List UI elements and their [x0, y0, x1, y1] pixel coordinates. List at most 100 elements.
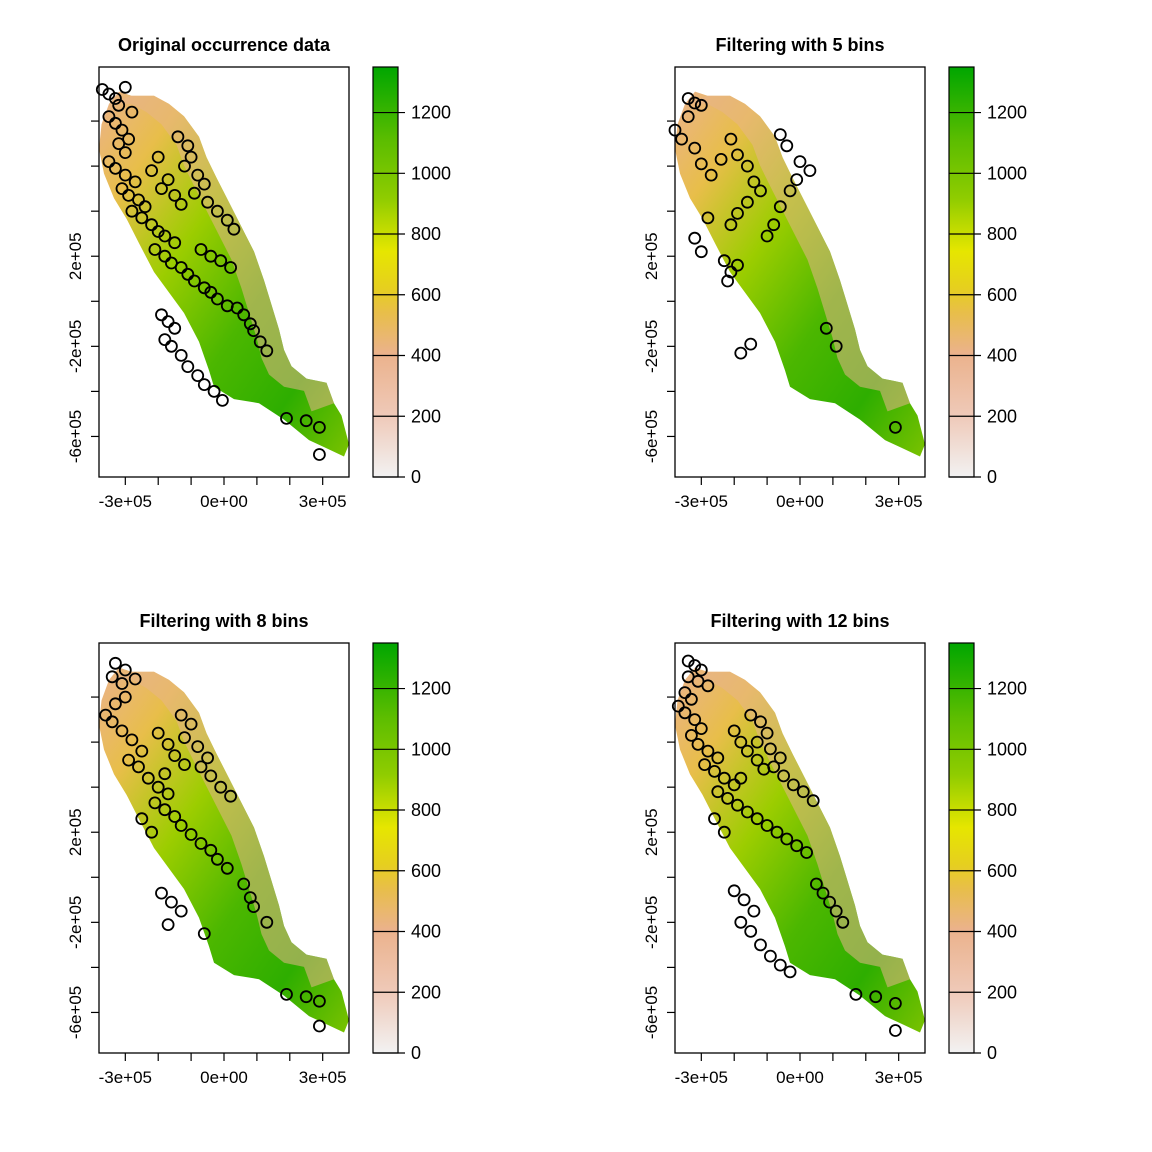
occurrence-point	[694, 245, 708, 259]
occurrence-point	[181, 360, 195, 374]
legend-tick-label: 200	[411, 982, 441, 1002]
legend-tick-label: 200	[411, 406, 441, 426]
occurrence-point	[227, 222, 241, 236]
occurrence-point	[125, 105, 139, 119]
occurrence-point	[688, 96, 702, 110]
occurrence-point	[253, 335, 267, 349]
occurrence-point	[115, 182, 129, 196]
x-tick-label: -3e+05	[675, 1068, 728, 1087]
occurrence-point	[215, 393, 229, 407]
occurrence-point	[201, 195, 215, 209]
occurrence-point	[708, 812, 721, 826]
x-tick-label: 3e+05	[875, 492, 923, 511]
occurrence-point	[168, 321, 182, 335]
occurrence-point	[230, 301, 244, 315]
legend-tick-label: 400	[411, 346, 441, 366]
legend-tick-label: 800	[411, 224, 441, 244]
x-tick-label: 0e+00	[200, 1068, 248, 1087]
occurrence-point	[747, 175, 761, 189]
occurrence-point	[168, 236, 182, 250]
occurrence-point	[724, 132, 738, 146]
occurrence-point	[750, 735, 764, 749]
occurrence-point	[161, 315, 175, 329]
occurrence-point	[731, 798, 744, 812]
occurrence-point	[760, 229, 774, 243]
legend-tick-label: 800	[411, 800, 441, 820]
occurrence-point	[178, 758, 191, 771]
occurrence-point	[741, 195, 754, 209]
occurrence-point	[105, 670, 119, 684]
occurrence-point	[204, 769, 218, 783]
occurrence-point	[694, 722, 708, 735]
occurrence-point	[731, 258, 744, 272]
occurrence-point	[174, 348, 188, 362]
occurrence-point	[721, 274, 734, 288]
occurrence-point	[737, 893, 751, 907]
occurrence-point	[750, 753, 764, 767]
occurrence-point	[220, 861, 234, 875]
occurrence-point	[155, 182, 168, 196]
occurrence-point	[312, 994, 326, 1008]
occurrence-point	[727, 724, 741, 738]
occurrence-point	[773, 200, 787, 214]
occurrence-point	[312, 448, 326, 461]
occurrence-point	[197, 378, 211, 392]
occurrence-point	[701, 679, 715, 693]
occurrence-point	[829, 904, 843, 918]
occurrence-point	[829, 339, 843, 353]
occurrence-point	[694, 98, 708, 112]
occurrence-point	[796, 785, 810, 799]
occurrence-point	[681, 110, 695, 123]
panel-title: Filtering with 12 bins	[710, 611, 889, 631]
legend-tick-label: 0	[987, 1043, 997, 1063]
occurrence-point	[194, 243, 208, 256]
occurrence-point	[214, 254, 228, 268]
x-tick-label: -3e+05	[99, 1068, 152, 1087]
occurrence-point	[174, 197, 188, 211]
x-tick-label: 3e+05	[299, 1068, 347, 1087]
legend-tick-label: 800	[987, 800, 1017, 820]
occurrence-point	[102, 110, 116, 123]
occurrence-point	[158, 803, 172, 817]
occurrence-point	[717, 771, 731, 785]
occurrence-point	[132, 760, 145, 774]
occurrence-point	[148, 796, 162, 810]
legend-colorbar	[372, 642, 399, 1054]
occurrence-point	[819, 321, 833, 335]
occurrence-point	[727, 884, 741, 898]
occurrence-point	[109, 116, 122, 130]
legend-tick-label: 600	[411, 285, 441, 305]
occurrence-point	[118, 168, 132, 182]
occurrence-point	[741, 159, 754, 173]
occurrence-point	[790, 839, 804, 853]
legend-tick-label: 600	[411, 861, 441, 881]
occurrence-point	[247, 324, 261, 338]
panel-bins5: Filtering with 5 bins -3e+05 0e+00 3e+05 2e+…	[642, 35, 1027, 511]
occurrence-point	[122, 753, 136, 767]
occurrence-point	[744, 925, 758, 938]
occurrence-point	[764, 949, 777, 963]
occurrence-point	[207, 384, 221, 398]
elevation-raster-edge	[109, 671, 334, 988]
occurrence-point	[174, 708, 188, 722]
occurrence-point	[685, 692, 698, 706]
occurrence-point	[161, 173, 175, 187]
occurrence-point	[711, 785, 725, 799]
occurrence-point	[767, 218, 781, 232]
occurrence-point	[714, 152, 728, 166]
occurrence-point	[823, 895, 836, 909]
occurrence-point	[744, 708, 758, 722]
occurrence-point	[220, 213, 234, 227]
occurrence-point	[168, 810, 182, 823]
legend-tick-label: 0	[411, 467, 421, 487]
occurrence-point	[777, 769, 790, 783]
occurrence-point	[224, 261, 238, 274]
occurrence-point	[727, 778, 741, 792]
occurrence-point	[164, 339, 178, 353]
legend-colorbar	[948, 642, 975, 1054]
occurrence-point	[734, 915, 748, 929]
occurrence-point	[299, 990, 313, 1004]
occurrence-point	[780, 832, 794, 846]
legend-tick-label: 800	[987, 224, 1017, 244]
